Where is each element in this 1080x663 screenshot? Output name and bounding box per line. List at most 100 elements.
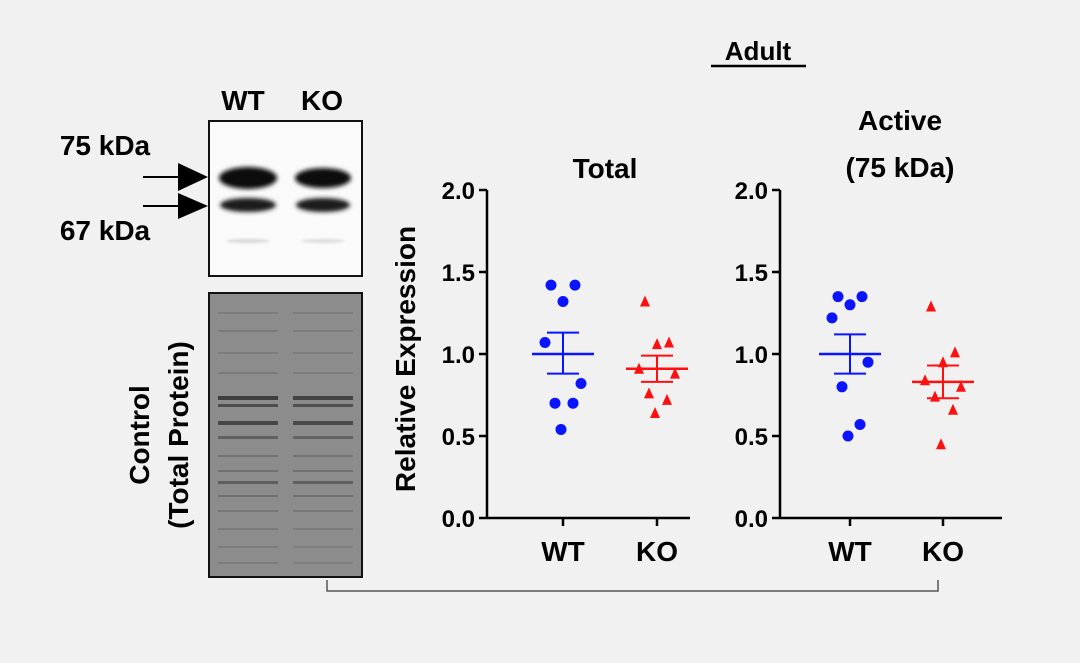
y-tick-label: 2.0 bbox=[442, 178, 475, 205]
series-wt bbox=[819, 291, 881, 442]
data-point bbox=[650, 407, 660, 419]
data-point bbox=[832, 291, 844, 303]
lane-label-wt: WT bbox=[221, 85, 265, 116]
data-point bbox=[856, 291, 868, 303]
data-point bbox=[844, 299, 856, 311]
lane-label-ko: KO bbox=[301, 85, 343, 116]
chart-active: Active (75 kDa) 0.0 0.5 1.0 1.5 2.0 WT KO bbox=[735, 105, 1002, 567]
control-band bbox=[293, 562, 353, 564]
data-point bbox=[575, 378, 587, 390]
data-point bbox=[836, 381, 848, 393]
control-band bbox=[218, 455, 278, 457]
control-label-line1: Control bbox=[124, 385, 155, 485]
data-point bbox=[842, 430, 854, 442]
data-point bbox=[555, 423, 567, 435]
control-band bbox=[293, 546, 353, 548]
data-point bbox=[920, 374, 930, 386]
data-point bbox=[854, 419, 866, 431]
data-point bbox=[938, 356, 948, 368]
data-point bbox=[956, 380, 966, 392]
data-point bbox=[936, 438, 946, 450]
control-band bbox=[218, 404, 278, 407]
x-tick-label: KO bbox=[922, 536, 964, 567]
data-point bbox=[539, 337, 551, 349]
bottom-bracket bbox=[326, 580, 939, 592]
y-tick-label: 1.0 bbox=[442, 342, 475, 369]
data-point bbox=[569, 279, 581, 291]
chart-total: Total 0.0 0.5 1.0 1.5 2.0 WT KO Relative Express… bbox=[390, 153, 690, 567]
x-tick-label: WT bbox=[828, 536, 872, 567]
control-band bbox=[218, 396, 278, 400]
control-band bbox=[293, 455, 353, 457]
x-tick-label: WT bbox=[541, 536, 585, 567]
control-band bbox=[293, 396, 353, 400]
data-point bbox=[950, 346, 960, 358]
control-band bbox=[293, 330, 353, 332]
y-tick-label: 0.0 bbox=[735, 506, 768, 533]
data-point bbox=[862, 356, 874, 368]
control-band bbox=[293, 352, 353, 354]
control-band bbox=[218, 372, 278, 374]
control-band bbox=[293, 404, 353, 407]
chart-title-line2: (75 kDa) bbox=[846, 152, 955, 183]
control-band bbox=[218, 436, 278, 439]
control-band bbox=[218, 470, 278, 472]
control-band bbox=[218, 352, 278, 354]
figure-title: Adult bbox=[725, 36, 792, 66]
data-point bbox=[926, 300, 936, 312]
control-band bbox=[293, 481, 353, 484]
series-ko bbox=[912, 300, 974, 450]
control-band bbox=[218, 562, 278, 564]
control-band bbox=[218, 481, 278, 484]
series-ko bbox=[626, 295, 688, 419]
y-tick-label: 0.0 bbox=[442, 506, 475, 533]
marker-75kda-label: 75 kDa bbox=[60, 130, 151, 161]
y-tick-label: 1.0 bbox=[735, 342, 768, 369]
arrow-75kda-icon bbox=[143, 163, 208, 191]
data-point bbox=[948, 403, 958, 415]
y-tick-label: 1.5 bbox=[735, 260, 768, 287]
control-band bbox=[293, 436, 353, 439]
control-band bbox=[293, 421, 353, 425]
data-point bbox=[664, 336, 674, 348]
control-label-line2: (Total Protein) bbox=[163, 341, 194, 529]
data-point bbox=[644, 387, 654, 399]
control-band bbox=[293, 372, 353, 374]
control-band bbox=[293, 510, 353, 512]
control-band bbox=[293, 470, 353, 472]
y-tick-label: 2.0 bbox=[735, 178, 768, 205]
data-point bbox=[557, 296, 569, 308]
data-point bbox=[826, 312, 838, 324]
control-band bbox=[293, 495, 353, 497]
chart-title: Active bbox=[858, 105, 942, 136]
control-band bbox=[293, 312, 353, 314]
control-band bbox=[218, 330, 278, 332]
control-band bbox=[218, 495, 278, 497]
control-band bbox=[218, 546, 278, 548]
x-tick-label: KO bbox=[636, 536, 678, 567]
arrow-67kda-icon bbox=[143, 193, 208, 219]
data-point bbox=[545, 279, 557, 291]
marker-67kda-label: 67 kDa bbox=[60, 215, 151, 246]
control-band bbox=[218, 528, 278, 530]
data-point bbox=[640, 295, 650, 307]
control-band bbox=[218, 421, 278, 425]
y-tick-label: 0.5 bbox=[735, 424, 768, 451]
data-point bbox=[549, 397, 561, 409]
western-blot-image bbox=[208, 120, 363, 277]
series-wt bbox=[532, 279, 594, 435]
data-point bbox=[662, 393, 672, 405]
y-axis-label: Relative Expression bbox=[390, 226, 421, 492]
control-band bbox=[218, 312, 278, 314]
control-band bbox=[293, 528, 353, 530]
data-point bbox=[930, 390, 940, 402]
total-protein-control-image bbox=[208, 292, 363, 578]
y-tick-label: 1.5 bbox=[442, 260, 475, 287]
y-tick-label: 0.5 bbox=[442, 424, 475, 451]
control-band bbox=[218, 510, 278, 512]
data-point bbox=[670, 367, 680, 379]
data-point bbox=[652, 338, 662, 350]
chart-title: Total bbox=[573, 153, 638, 184]
data-point bbox=[567, 397, 579, 409]
